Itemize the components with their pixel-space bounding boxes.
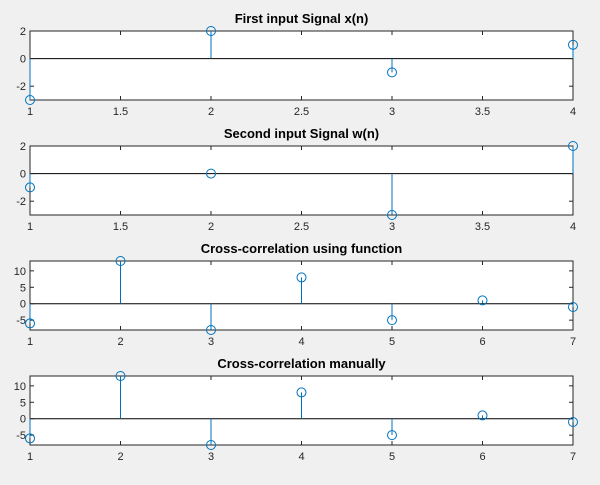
- x-tick-label: 3: [389, 106, 395, 118]
- y-tick-label: 2: [20, 141, 26, 153]
- stem-marker: [206, 325, 216, 335]
- stem-marker: [387, 210, 397, 220]
- y-tick-label: 10: [14, 266, 26, 278]
- x-tick-label: 2: [117, 451, 123, 463]
- stem-marker: [568, 39, 578, 50]
- stem-marker: [568, 417, 578, 427]
- stem-marker: [477, 295, 488, 306]
- stem-marker: [25, 182, 35, 193]
- stem-marker: [206, 440, 216, 450]
- y-tick-label: 0: [20, 414, 26, 426]
- y-tick-label: 0: [20, 169, 26, 181]
- y-tick-label: -5: [16, 315, 26, 327]
- stem-marker: [25, 318, 35, 329]
- stem-marker: [25, 95, 35, 105]
- x-tick-label: 3: [208, 451, 214, 463]
- stem-marker: [115, 371, 126, 381]
- x-tick-label: 1.5: [113, 221, 128, 233]
- y-tick-label: -2: [16, 81, 26, 93]
- y-tick-label: 5: [20, 282, 26, 294]
- chart-title: Cross-correlation using function: [201, 241, 403, 256]
- x-tick-label: 5: [389, 336, 395, 348]
- x-tick-label: 1: [27, 336, 33, 348]
- y-tick-label: 5: [20, 397, 26, 409]
- stem-marker: [568, 302, 578, 312]
- stem-marker: [296, 387, 307, 398]
- axes-box: [29, 30, 574, 101]
- x-tick-label: 7: [570, 451, 576, 463]
- x-tick-label: 4: [298, 336, 304, 348]
- subplot-2: 1 1.5 2 2.5 3 3.5 4 2 0 -2 Second input Signal w(n…: [16, 126, 578, 233]
- x-tick-label: 1: [27, 106, 33, 118]
- subplot-3: 1 2 3 4 5 6 7 10 5 0 -5 Cross-correlation using fun…: [14, 241, 578, 348]
- x-tick-label: 2: [208, 221, 214, 233]
- subplot-4: 1 2 3 4 5 6 7 10 5 0 -5 Cross-correlation manually: [14, 356, 578, 463]
- stem-marker: [206, 26, 216, 36]
- x-tick-label: 3: [389, 221, 395, 233]
- subplot-1: 1 1.5 2 2.5 3 3.5 4 2 0 -2 First input Signal x(n): [16, 11, 578, 118]
- x-tick-label: 6: [479, 451, 485, 463]
- x-tick-label: 1: [27, 451, 33, 463]
- x-tick-label: 3: [208, 336, 214, 348]
- x-tick-label: 3.5: [475, 106, 490, 118]
- y-tick-label: -2: [16, 196, 26, 208]
- x-tick-label: 5: [389, 451, 395, 463]
- x-tick-label: 2.5: [294, 221, 309, 233]
- stem-marker: [387, 430, 397, 441]
- x-tick-label: 2: [208, 106, 214, 118]
- y-tick-label: 0: [20, 299, 26, 311]
- x-tick-label: 2: [117, 336, 123, 348]
- x-tick-label: 1.5: [113, 106, 128, 118]
- x-tick-label: 2.5: [294, 106, 309, 118]
- stem-marker: [568, 141, 578, 151]
- x-tick-label: 7: [570, 336, 576, 348]
- stem-marker: [25, 433, 35, 444]
- x-tick-label: 1: [27, 221, 33, 233]
- y-tick-label: -5: [16, 430, 26, 442]
- x-tick-label: 3.5: [475, 221, 490, 233]
- x-tick-label: 4: [570, 221, 576, 233]
- x-tick-label: 6: [479, 336, 485, 348]
- stem-marker: [115, 256, 126, 266]
- axes-box: [29, 145, 574, 216]
- y-tick-label: 0: [20, 54, 26, 66]
- chart-title: Cross-correlation manually: [217, 356, 386, 371]
- chart-title: First input Signal x(n): [235, 11, 369, 26]
- y-tick-label: 10: [14, 381, 26, 393]
- stem-marker: [477, 410, 488, 421]
- x-tick-label: 4: [570, 106, 576, 118]
- x-tick-label: 4: [298, 451, 304, 463]
- stem-marker: [206, 168, 216, 179]
- stem-marker: [387, 67, 397, 78]
- stem-marker: [296, 272, 307, 283]
- y-tick-label: 2: [20, 26, 26, 38]
- stem-marker: [387, 315, 397, 326]
- chart-title: Second input Signal w(n): [224, 126, 379, 141]
